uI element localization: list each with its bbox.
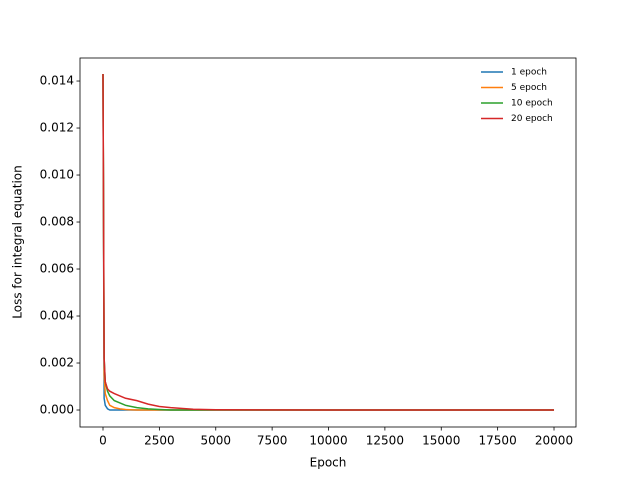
- x-axis-label: Epoch: [310, 456, 347, 470]
- x-tick-label: 17500: [479, 434, 517, 448]
- x-tick-label: 0: [99, 434, 107, 448]
- line-series: [102, 73, 555, 411]
- x-tick-label: 5000: [200, 434, 231, 448]
- y-tick-label: 0.012: [40, 121, 74, 135]
- y-axis-label: Loss for integral equation: [11, 165, 25, 318]
- x-tick-label: 15000: [422, 434, 460, 448]
- x-tick-label: 12500: [366, 434, 404, 448]
- legend-label: 20 epoch: [511, 114, 553, 124]
- legend-label: 10 epoch: [511, 99, 553, 109]
- y-tick-label: 0.008: [40, 215, 74, 229]
- line-series: [102, 73, 555, 411]
- y-tick-label: 0.014: [40, 74, 74, 88]
- y-tick-label: 0.010: [40, 168, 74, 182]
- legend-label: 1 epoch: [511, 68, 547, 78]
- x-tick-label: 7500: [257, 434, 288, 448]
- plot-frame: [79, 57, 577, 428]
- y-tick-label: 0.002: [40, 356, 74, 370]
- y-tick-label: 0.004: [40, 309, 74, 323]
- line-series: [102, 73, 555, 411]
- x-tick-label: 20000: [535, 434, 573, 448]
- y-tick-label: 0.000: [40, 403, 74, 417]
- legend-label: 5 epoch: [511, 83, 547, 93]
- line-series: [102, 73, 555, 411]
- y-tick-label: 0.006: [40, 262, 74, 276]
- x-tick-label: 2500: [144, 434, 175, 448]
- x-tick-label: 10000: [309, 434, 347, 448]
